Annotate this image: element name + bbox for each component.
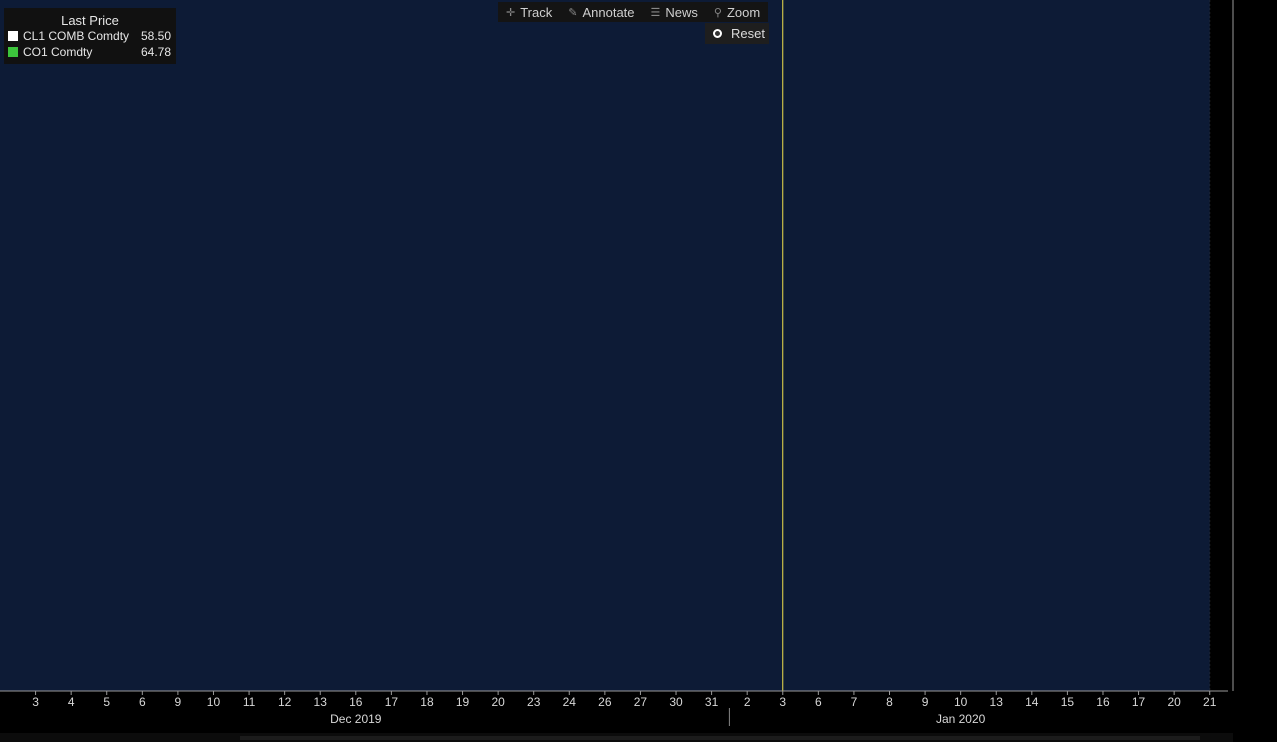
x-tick-label: 5 (103, 695, 110, 709)
x-tick-label: 10 (954, 695, 968, 709)
legend-name-co1: CO1 Comdty (23, 45, 93, 59)
x-tick-label: 18 (420, 695, 434, 709)
zoom-button[interactable]: ⚲ Zoom (706, 2, 768, 22)
x-tick-label: 30 (669, 695, 683, 709)
x-tick-label: 3 (32, 695, 39, 709)
x-period-label: Jan 2020 (936, 712, 986, 726)
crosshair-icon: ✛ (506, 6, 516, 19)
x-tick-label: 9 (175, 695, 182, 709)
legend-name-cl1: CL1 COMB Comdty (23, 29, 130, 43)
x-tick-label: 21 (1203, 695, 1217, 709)
x-tick-label: 20 (491, 695, 505, 709)
legend-item-co1[interactable]: CO1 Comdty 64.78 (4, 44, 176, 60)
zoom-label: Zoom (726, 4, 761, 20)
scroll-thumb (240, 736, 1200, 740)
legend-value-co1: 64.78 (140, 45, 171, 59)
x-tick-label: 6 (815, 695, 822, 709)
x-tick-label: 3 (779, 695, 786, 709)
reset-button[interactable]: Reset (705, 23, 769, 44)
annotate-button[interactable]: ✎ Annotate (560, 2, 642, 22)
series-area-cl1 (0, 0, 1210, 691)
x-tick-label: 26 (598, 695, 612, 709)
legend-swatch-co1 (8, 47, 18, 57)
chart-toolbar: ✛ Track ✎ Annotate ☰ News ⚲ Zoom (498, 2, 769, 22)
x-tick-label: 11 (243, 695, 256, 709)
x-tick-label: 31 (705, 695, 719, 709)
x-tick-label: 8 (886, 695, 893, 709)
x-tick-label: 12 (278, 695, 292, 709)
x-tick-label: 4 (68, 695, 75, 709)
x-tick-label: 16 (349, 695, 363, 709)
news-label: News (665, 4, 698, 20)
annotate-label: Annotate (582, 4, 635, 20)
x-tick-label: 10 (207, 695, 221, 709)
legend-item-cl1[interactable]: CL1 COMB Comdty 58.50 (4, 28, 176, 44)
x-tick-label: 27 (634, 695, 648, 709)
x-tick-label: 24 (563, 695, 577, 709)
x-tick-label: 6 (139, 695, 146, 709)
pencil-icon: ✎ (568, 6, 578, 19)
news-icon: ☰ (650, 6, 661, 19)
x-tick-label: 14 (1025, 695, 1039, 709)
reset-radio-icon (713, 29, 722, 38)
x-tick-label: 7 (851, 695, 858, 709)
x-tick-label: 15 (1061, 695, 1075, 709)
x-tick-label: 13 (990, 695, 1004, 709)
x-period-label: Dec 2019 (330, 712, 382, 726)
legend-value-cl1: 58.50 (140, 29, 171, 43)
x-tick-label: 13 (314, 695, 328, 709)
x-tick-label: 9 (922, 695, 929, 709)
x-tick-label: 16 (1096, 695, 1110, 709)
track-label: Track (520, 4, 553, 20)
x-tick-label: 23 (527, 695, 541, 709)
x-tick-label: 19 (456, 695, 470, 709)
track-button[interactable]: ✛ Track (498, 2, 560, 22)
x-tick-label: 17 (1132, 695, 1146, 709)
legend-title: Last Price (61, 13, 119, 28)
reset-label: Reset (731, 26, 765, 41)
x-tick-label: 2 (744, 695, 751, 709)
magnifier-icon: ⚲ (713, 6, 722, 19)
x-tick-label: 17 (385, 695, 399, 709)
legend-panel: Last Price CL1 COMB Comdty 58.50 CO1 Com… (4, 8, 176, 64)
legend-swatch-cl1 (8, 31, 18, 41)
news-button[interactable]: ☰ News (643, 2, 706, 22)
x-tick-label: 20 (1167, 695, 1181, 709)
